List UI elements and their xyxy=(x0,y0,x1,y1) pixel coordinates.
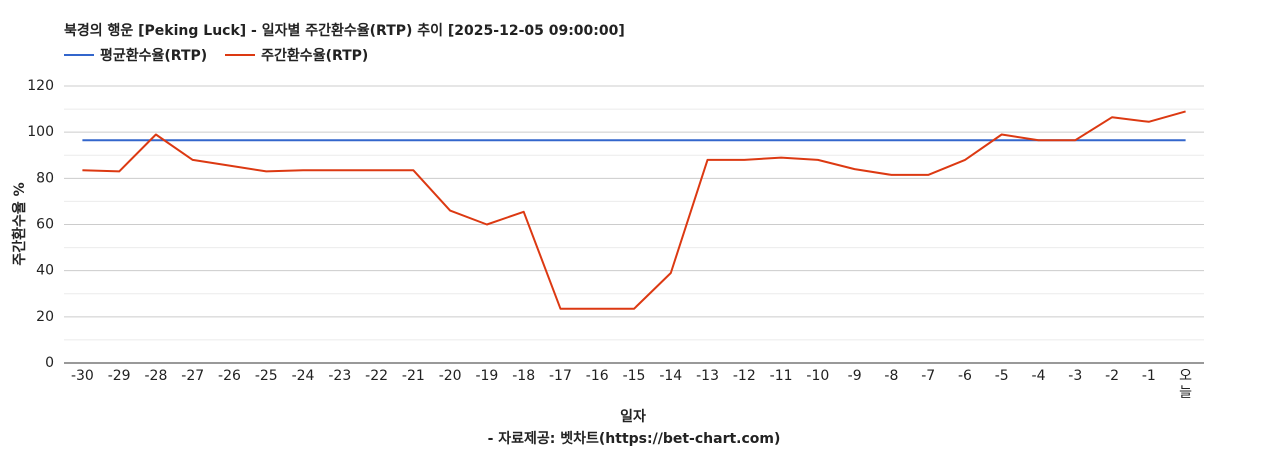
x-tick-label: -20 xyxy=(439,368,462,384)
y-axis-title: 주간환수율 % xyxy=(11,182,28,265)
legend: 평균환수율(RTP) 주간환수율(RTP) xyxy=(64,45,386,65)
x-tick-label: -3 xyxy=(1068,368,1082,384)
x-tick-label: -14 xyxy=(659,368,682,384)
x-tick-label: -15 xyxy=(623,368,646,384)
x-tick-label: -11 xyxy=(770,368,793,384)
x-tick-label: -17 xyxy=(549,368,572,384)
x-tick-label: -28 xyxy=(144,368,167,384)
y-tick-label: 0 xyxy=(45,355,54,371)
series-line-weekly[interactable] xyxy=(82,110,1186,310)
x-tick-label: -21 xyxy=(402,368,425,384)
x-tick-label: -1 xyxy=(1142,368,1156,384)
legend-label-weekly: 주간환수율(RTP) xyxy=(261,48,369,64)
x-tick-label: 오 xyxy=(1179,368,1192,384)
x-tick-label: -18 xyxy=(512,368,535,384)
x-tick-label: -26 xyxy=(218,368,241,384)
x-tick-label: -23 xyxy=(328,368,351,384)
grid-lines xyxy=(64,85,1204,341)
x-tick-label: -30 xyxy=(71,368,94,384)
x-tick-label: -4 xyxy=(1032,368,1046,384)
x-tick-label: -12 xyxy=(733,368,756,384)
x-tick-label: -16 xyxy=(586,368,609,384)
x-tick-label: -25 xyxy=(255,368,278,384)
chart-title: 북경의 행운 [Peking Luck] - 일자별 주간환수율(RTP) 추이… xyxy=(64,23,625,39)
x-tick-label: -5 xyxy=(995,368,1009,384)
y-tick-label: 60 xyxy=(36,217,54,233)
x-tick-label: -27 xyxy=(181,368,204,384)
legend-item-weekly[interactable]: 주간환수율(RTP) xyxy=(225,45,368,65)
x-tick-label: -7 xyxy=(921,368,935,384)
x-tick-label: -22 xyxy=(365,368,388,384)
legend-swatch-average xyxy=(64,54,94,56)
x-tick-label: -13 xyxy=(696,368,719,384)
x-tick-label: -10 xyxy=(806,368,829,384)
y-tick-label: 100 xyxy=(27,124,54,140)
x-tick-label: -2 xyxy=(1105,368,1119,384)
series-lines xyxy=(82,110,1186,310)
y-tick-label: 80 xyxy=(36,170,54,186)
x-tick-label: -19 xyxy=(475,368,498,384)
legend-item-average[interactable]: 평균환수율(RTP) xyxy=(64,45,207,65)
x-tick-label: -29 xyxy=(108,368,131,384)
legend-label-average: 평균환수율(RTP) xyxy=(100,48,208,64)
y-tick-label: 40 xyxy=(36,263,54,279)
x-tick-label: -24 xyxy=(292,368,315,384)
y-tick-label: 20 xyxy=(36,309,54,325)
x-tick-label: -9 xyxy=(848,368,862,384)
source-note: - 자료제공: 벳차트(https://bet-chart.com) xyxy=(487,431,781,447)
x-tick-label: -6 xyxy=(958,368,972,384)
legend-swatch-weekly xyxy=(225,54,256,56)
x-tick-label: 늘 xyxy=(1179,385,1192,401)
x-axis-title: 일자 xyxy=(620,409,646,425)
y-tick-label: 120 xyxy=(27,78,54,94)
x-tick-label: -8 xyxy=(884,368,898,384)
